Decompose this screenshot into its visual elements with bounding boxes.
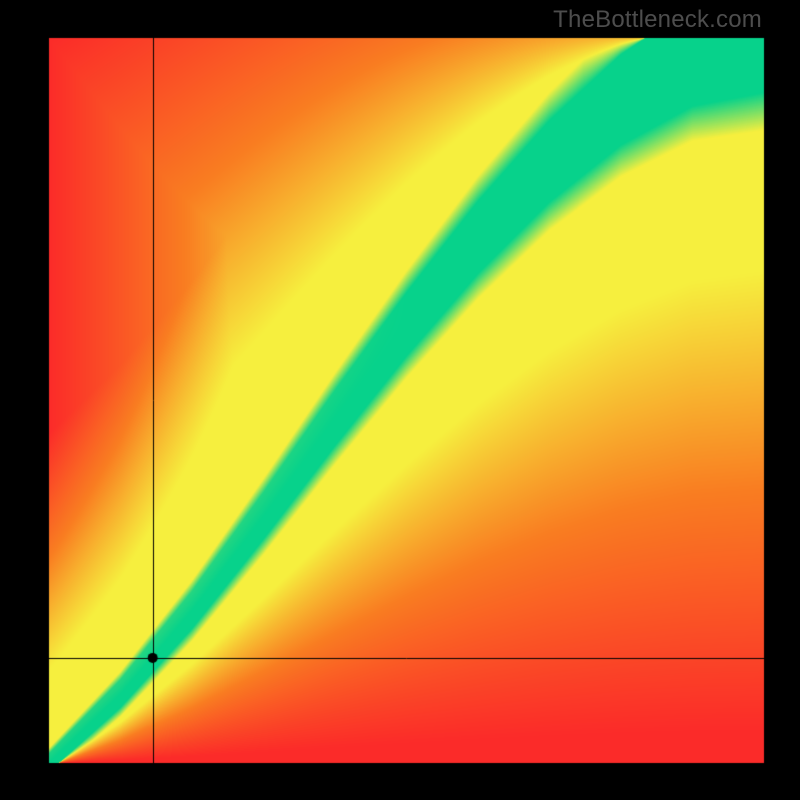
bottleneck-heatmap xyxy=(0,0,800,800)
watermark-text: TheBottleneck.com xyxy=(553,6,762,34)
outer-frame: TheBottleneck.com xyxy=(0,0,800,800)
